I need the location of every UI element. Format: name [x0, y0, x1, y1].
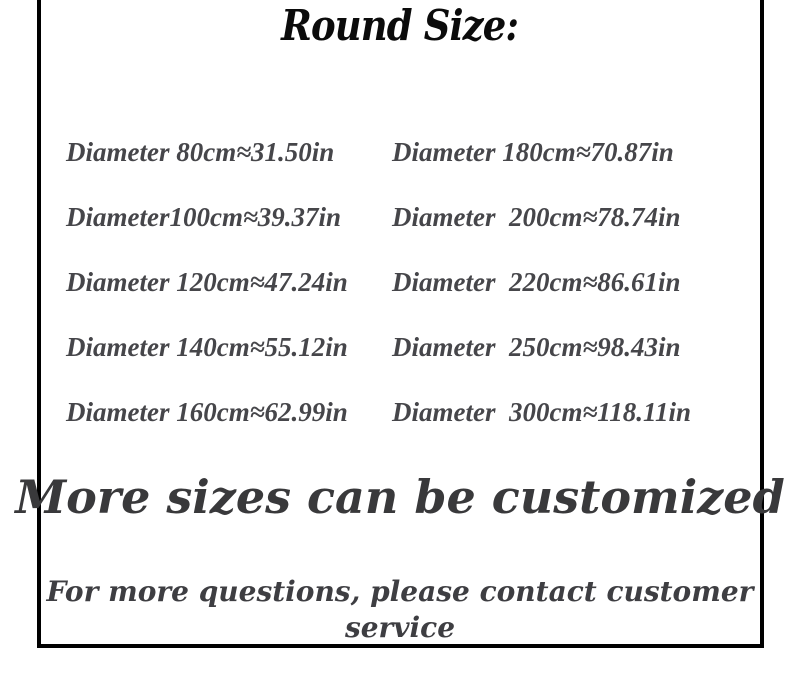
note-customize: More sizes can be customized: [15, 470, 785, 524]
size-cell-left: Diameter 80cm≈31.50in: [66, 137, 335, 167]
size-table: Diameter 80cm≈31.50in Diameter 180cm≈70.…: [0, 120, 800, 445]
size-row: Diameter 160cm≈62.99in Diameter 300cm≈11…: [0, 380, 800, 445]
size-cell-right: Diameter 250cm≈98.43in: [392, 332, 681, 362]
size-cell-right: Diameter 300cm≈118.11in: [392, 397, 692, 427]
size-cell-right: Diameter 200cm≈78.74in: [392, 202, 681, 232]
size-cell-right: Diameter 180cm≈70.87in: [392, 137, 674, 167]
size-row: Diameter 140cm≈55.12in Diameter 250cm≈98…: [0, 315, 800, 380]
size-row: Diameter 80cm≈31.50in Diameter 180cm≈70.…: [0, 120, 800, 185]
size-cell-left: Diameter100cm≈39.37in: [66, 202, 342, 232]
page-title: Round Size:: [0, 1, 800, 50]
size-cell-left: Diameter 160cm≈62.99in: [66, 397, 348, 427]
size-cell-left: Diameter 140cm≈55.12in: [66, 332, 348, 362]
page-title-text: Round Size:: [281, 1, 519, 50]
page-frame-border: [37, 0, 764, 648]
size-cell-left: Diameter 120cm≈47.24in: [66, 267, 348, 297]
size-row: Diameter100cm≈39.37in Diameter 200cm≈78.…: [0, 185, 800, 250]
size-cell-right: Diameter 220cm≈86.61in: [392, 267, 681, 297]
size-row: Diameter 120cm≈47.24in Diameter 220cm≈86…: [0, 250, 800, 315]
note-contact: For more questions, please contact custo…: [46, 575, 754, 645]
